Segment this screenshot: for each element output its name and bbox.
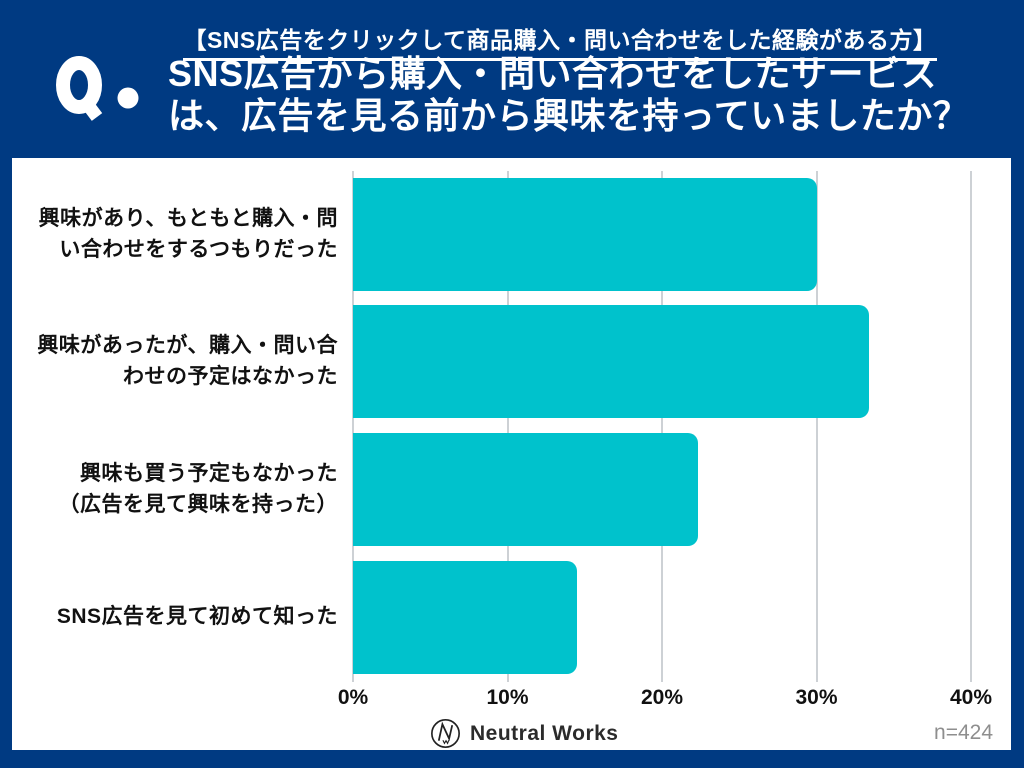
gridline xyxy=(352,171,354,682)
category-label-line: 興味があったが、購入・問い合 xyxy=(37,334,338,358)
neutral-works-icon xyxy=(431,719,460,748)
category-label-line: い合わせをするつもりだった xyxy=(59,237,338,261)
x-tick-label: 10% xyxy=(486,686,529,709)
q-mark-logo xyxy=(56,56,139,121)
category-label-line: 興味があり、もともと購入・問 xyxy=(38,207,338,231)
gridline xyxy=(661,171,663,682)
sample-size: n=424 xyxy=(934,721,993,744)
title-line-1: SNS広告から購入・問い合わせをしたサービス xyxy=(168,53,938,94)
x-tick-label: 30% xyxy=(795,686,838,709)
gridline xyxy=(970,171,972,682)
bar xyxy=(353,561,578,674)
category-label-line: わせの予定はなかった xyxy=(123,364,338,388)
brand-logo: Neutral Works xyxy=(430,718,619,749)
category-label-line: （広告を見て興味を持った） xyxy=(58,492,338,516)
gridline xyxy=(815,171,818,682)
bar xyxy=(353,178,817,291)
bar xyxy=(353,305,870,418)
brand-name: Neutral Works xyxy=(470,721,619,745)
chart-panel: 0% 10% 20% 30% 40% 興味があり、もともと購入・問い合わせをするつもりだっ… xyxy=(12,158,1011,750)
x-tick-label: 40% xyxy=(949,686,993,709)
title-line-2: は、広告を見る前から興味を持っていましたか？ xyxy=(168,95,970,137)
category-label-line: SNS広告を見て初めて知った xyxy=(56,605,338,629)
x-tick-label: 20% xyxy=(640,686,684,709)
bar-chart: 0% 10% 20% 30% 40% 興味があり、もともと購入・問い合わせをするつもりだっ… xyxy=(12,158,1011,750)
bar xyxy=(353,433,698,546)
category-label: 興味があったが、購入・問い合わせの予定はなかった xyxy=(20,305,338,418)
category-label-line: 興味も買う予定もなかった xyxy=(80,462,338,486)
gridline xyxy=(506,171,509,682)
category-label: 興味も買う予定もなかった （広告を見て興味を持った） xyxy=(20,433,338,546)
category-label: SNS広告を見て初めて知った xyxy=(20,561,338,674)
audience-note: 【SNS広告をクリックして商品購入・問い合わせをした経験がある方】 xyxy=(183,21,937,61)
x-tick-label: 0% xyxy=(337,686,369,709)
audience-note-wrap: 【SNS広告をクリックして商品購入・問い合わせをした経験がある方】 xyxy=(150,21,970,61)
page-title: SNS広告から購入・問い合わせをしたサービス は、広告を見る前から興味を持ってい… xyxy=(168,53,1008,137)
category-label: 興味があり、もともと購入・問い合わせをするつもりだった xyxy=(20,178,338,291)
